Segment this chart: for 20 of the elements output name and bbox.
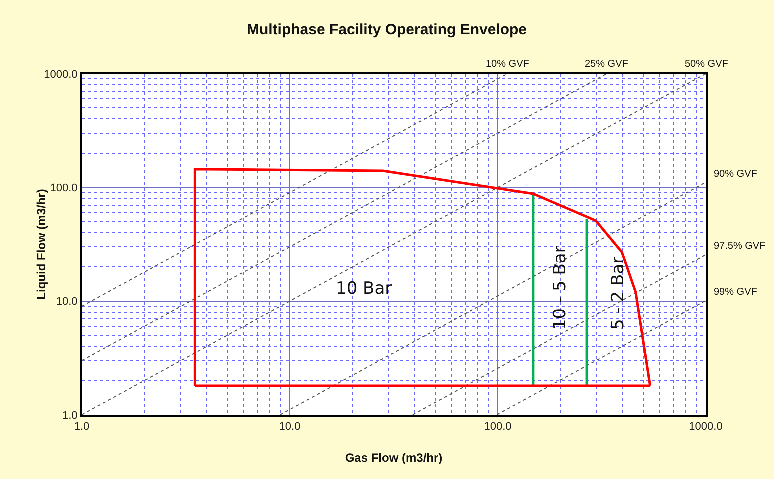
y-tick-label: 1.0 — [62, 410, 78, 422]
y-tick-label: 1000.0 — [44, 68, 78, 81]
x-tick-label: 100.0 — [484, 421, 512, 434]
annotation: 10 Bar — [336, 279, 392, 299]
x-tick-label: 10.0 — [279, 421, 301, 434]
series-label: 50% GVF — [685, 59, 728, 70]
y-tick-label: 10.0 — [56, 296, 78, 308]
series-label: 25% GVF — [585, 59, 628, 70]
x-axis-title: Gas Flow (m3/hr) — [345, 451, 443, 465]
annotation: 5 - 2 Bar — [608, 256, 628, 330]
chart-title: Multiphase Facility Operating Envelope — [246, 21, 528, 38]
x-tick-label: 1.0 — [74, 421, 90, 434]
series-label: 99% GVF — [714, 287, 758, 298]
y-tick-label: 100.0 — [50, 182, 78, 195]
y-axis-title: Liquid Flow (m3/hr) — [34, 189, 48, 300]
x-tick-label: 1000.0 — [689, 421, 723, 434]
series-label: 10% GVF — [486, 59, 530, 70]
annotation: 10 - 5 Bar — [550, 246, 570, 330]
series-label: 90% GVF — [714, 169, 758, 180]
series-label: 97.5% GVF — [714, 241, 766, 252]
